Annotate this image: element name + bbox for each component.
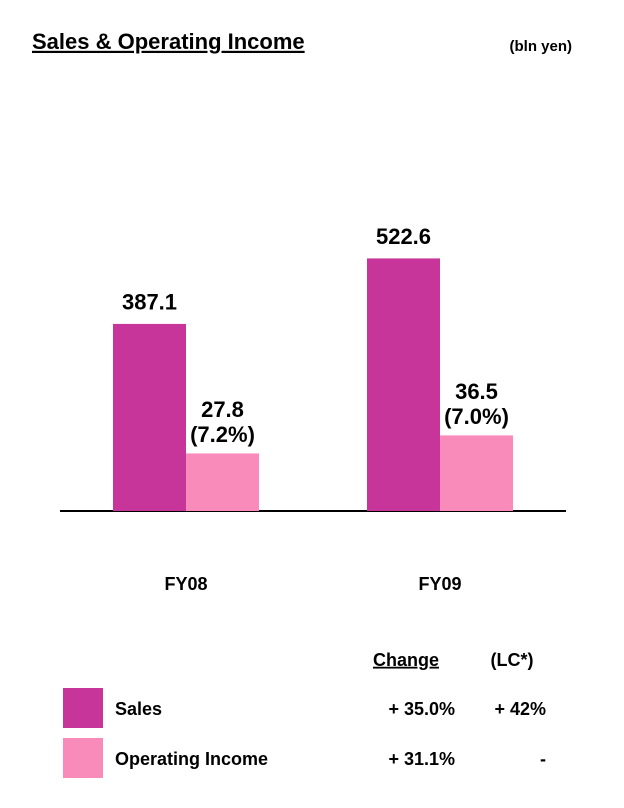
margin-label: (7.2%) <box>190 422 255 447</box>
table-header: (LC*) <box>491 650 534 670</box>
legend-label: Operating Income <box>115 749 268 769</box>
value-label: 36.5 <box>455 379 498 404</box>
table-cell: + 35.0% <box>388 699 455 719</box>
x-tick-label: FY09 <box>418 574 461 594</box>
legend-swatch <box>63 688 103 728</box>
table-cell: - <box>540 749 546 769</box>
table-cell: + 31.1% <box>388 749 455 769</box>
x-tick-label: FY08 <box>164 574 207 594</box>
value-label: 522.6 <box>376 224 431 249</box>
legend-label: Sales <box>115 699 162 719</box>
legend-swatch <box>63 738 103 778</box>
unit-label: (bln yen) <box>510 38 573 55</box>
table-header: Change <box>373 650 439 670</box>
margin-label: (7.0%) <box>444 404 509 429</box>
bar <box>367 258 440 511</box>
chart-title: Sales & Operating Income <box>32 29 305 54</box>
value-label: 387.1 <box>122 290 177 315</box>
bar <box>440 435 513 511</box>
bar <box>113 323 186 511</box>
table-cell: + 42% <box>494 699 546 719</box>
value-label: 27.8 <box>201 397 244 422</box>
bar <box>186 453 259 511</box>
